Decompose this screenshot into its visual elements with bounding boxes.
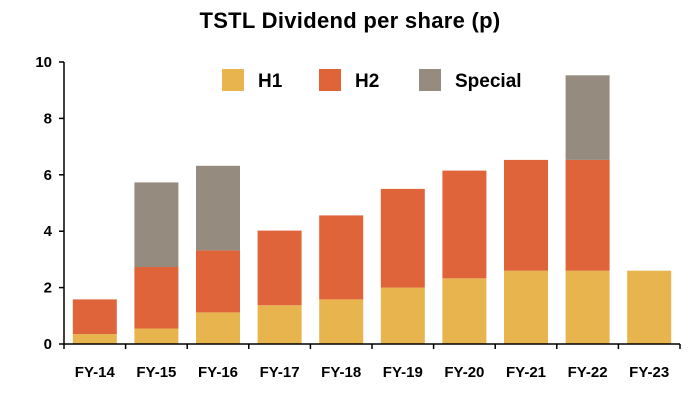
y-tick-labels: 0 2 4 6 8 10 (35, 54, 52, 353)
bar-h1-fy-16 (196, 312, 240, 344)
x-tick-label-fy-20: FY-20 (444, 364, 484, 381)
y-tick-label-2: 2 (44, 280, 52, 297)
bar-h2-fy-14 (72, 299, 117, 335)
x-tick-label-fy-15: FY-15 (136, 364, 176, 381)
bar-h1-fy-20 (442, 278, 487, 344)
legend-label-h2: H2 (355, 71, 379, 92)
chart-title: TSTL Dividend per share (p) (199, 8, 501, 33)
bar-h2-fy-17 (257, 230, 302, 306)
bar-special-fy-15 (134, 182, 179, 267)
x-tick-label-fy-23: FY-23 (629, 364, 669, 381)
bar-h1-fy-22 (565, 270, 610, 344)
bar-h2-fy-20 (442, 170, 487, 279)
x-tick-label-fy-17: FY-17 (260, 364, 300, 381)
y-tick-label-0: 0 (44, 336, 52, 353)
x-tick-label-fy-22: FY-22 (568, 364, 608, 381)
x-tick-label-fy-16: FY-16 (198, 364, 238, 381)
bar-h1-fy-23 (627, 270, 672, 344)
legend-swatch-special (419, 69, 441, 91)
bar-special-fy-22 (565, 75, 610, 160)
bar-h1-fy-15 (134, 328, 179, 344)
bar-h1-fy-21 (504, 270, 548, 344)
bar-h2-fy-16 (196, 250, 240, 313)
y-tick-label-6: 6 (44, 167, 52, 184)
bar-h1-fy-18 (319, 299, 364, 344)
bar-h2-fy-18 (319, 215, 364, 300)
y-tick-label-4: 4 (44, 223, 53, 240)
legend-label-h1: H1 (258, 71, 283, 92)
y-tick-label-10: 10 (35, 54, 52, 71)
legend: H1 H2 Special (222, 69, 522, 92)
y-tick-label-8: 8 (44, 110, 52, 127)
bar-h1-fy-14 (72, 334, 117, 344)
legend-label-special: Special (455, 71, 522, 92)
x-tick-label-fy-21: FY-21 (506, 364, 546, 381)
x-tick-labels: FY-14 FY-15 FY-16 FY-17 FY-18 FY-19 FY-20 FY-21… (75, 364, 669, 381)
x-tick-label-fy-18: FY-18 (321, 364, 361, 381)
bar-h2-fy-22 (565, 159, 610, 271)
axes (59, 61, 681, 349)
legend-swatch-h1 (222, 69, 244, 91)
bar-h1-fy-17 (257, 305, 302, 344)
bar-h2-fy-15 (134, 267, 179, 329)
bar-special-fy-16 (196, 165, 240, 251)
bar-group (72, 75, 672, 344)
bar-h1-fy-19 (380, 287, 425, 344)
bar-h2-fy-21 (504, 159, 548, 271)
legend-swatch-h2 (319, 69, 341, 91)
x-tick-label-fy-14: FY-14 (75, 364, 116, 381)
x-tick-label-fy-19: FY-19 (383, 364, 423, 381)
bar-h2-fy-19 (380, 188, 425, 288)
